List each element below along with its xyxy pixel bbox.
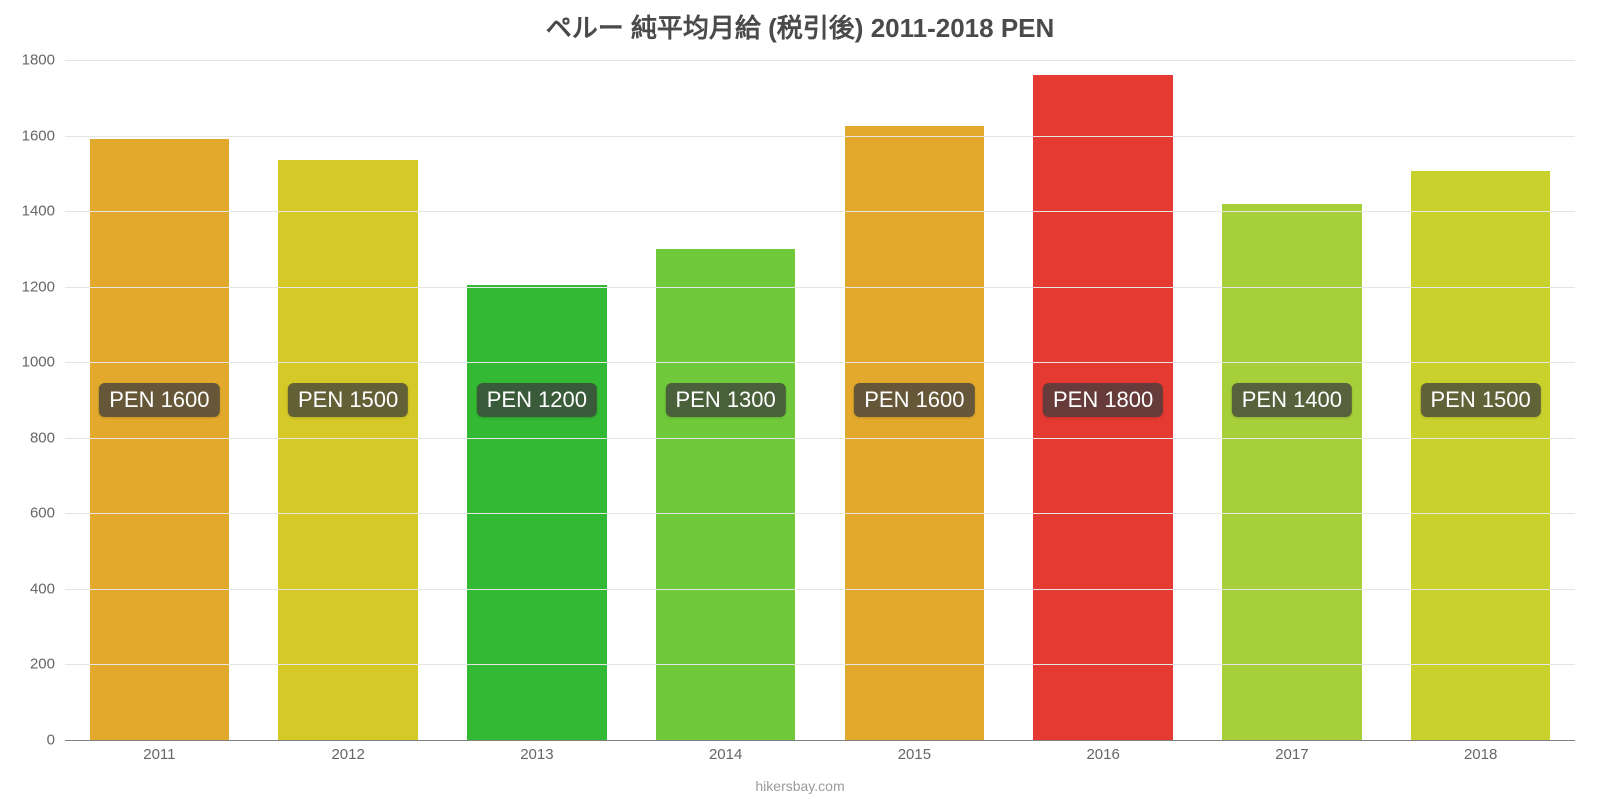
y-tick-label: 1600 (5, 127, 55, 144)
gridline (65, 287, 1575, 288)
bar (90, 139, 230, 740)
y-tick-label: 1000 (5, 354, 55, 371)
gridline (65, 60, 1575, 61)
plot-area: PEN 1600 PEN 1500 PEN 1200 PEN 1300 PEN 1600… (65, 60, 1575, 740)
gridline (65, 211, 1575, 212)
gridline (65, 136, 1575, 137)
chart-title: ペルー 純平均月給 (税引後) 2011-2018 PEN (0, 8, 1600, 45)
footer-credit: hikersbay.com (0, 778, 1600, 794)
y-tick-label: 0 (5, 732, 55, 749)
bar (278, 160, 418, 740)
bar-value-label: PEN 1800 (1043, 383, 1163, 417)
y-tick-label: 1400 (5, 203, 55, 220)
gridline (65, 589, 1575, 590)
x-tick-label: 2018 (1464, 746, 1497, 763)
x-tick-label: 2013 (520, 746, 553, 763)
y-tick-label: 600 (5, 505, 55, 522)
x-tick-label: 2016 (1086, 746, 1119, 763)
bar (845, 126, 985, 740)
x-tick-label: 2011 (143, 746, 175, 763)
x-tick-label: 2015 (898, 746, 931, 763)
gridline (65, 513, 1575, 514)
chart-container: ペルー 純平均月給 (税引後) 2011-2018 PEN PEN 1600PE… (0, 0, 1600, 800)
bar-value-label: PEN 1600 (99, 383, 219, 417)
bar (1411, 171, 1551, 740)
x-tick-label: 2012 (331, 746, 364, 763)
y-tick-label: 800 (5, 429, 55, 446)
y-tick-label: 1200 (5, 278, 55, 295)
x-tick-label: 2017 (1275, 746, 1308, 763)
y-tick-label: 1800 (5, 52, 55, 69)
gridline (65, 664, 1575, 665)
bar-value-label: PEN 1500 (288, 383, 408, 417)
y-tick-label: 200 (5, 656, 55, 673)
bar-value-label: PEN 1200 (477, 383, 597, 417)
bar-value-label: PEN 1300 (665, 383, 785, 417)
gridline (65, 438, 1575, 439)
bar (656, 249, 796, 740)
bar-value-label: PEN 1400 (1232, 383, 1352, 417)
x-tick-label: 2014 (709, 746, 742, 763)
bar-value-label: PEN 1600 (854, 383, 974, 417)
gridline (65, 362, 1575, 363)
y-tick-label: 400 (5, 580, 55, 597)
bar-value-label: PEN 1500 (1420, 383, 1540, 417)
gridline (65, 740, 1575, 741)
bars-row: PEN 1600 PEN 1500 PEN 1200 PEN 1300 PEN 1600… (65, 60, 1575, 740)
bar (1222, 204, 1362, 740)
